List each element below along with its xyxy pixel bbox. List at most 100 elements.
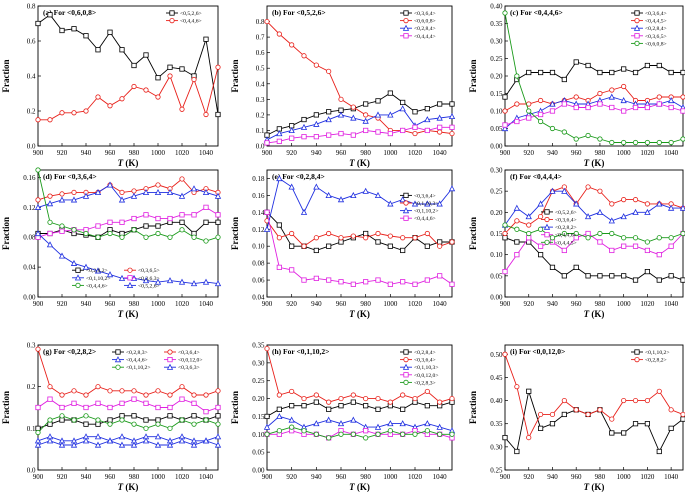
x-axis-label-symbol: T <box>118 482 124 492</box>
x-axis-label-unit: (K) <box>355 158 370 168</box>
y-tick-label: 0.0 <box>256 143 265 151</box>
legend-entry: <0,4,4,6> <box>400 215 436 222</box>
x-axis-label: T (K) <box>118 482 139 492</box>
legend-label: <0,6,0,8> <box>645 41 667 47</box>
data-point <box>502 230 508 237</box>
y-tick-label: 0.12 <box>252 226 265 234</box>
legend-entry: <0,4,4,5> <box>631 17 667 25</box>
data-point <box>400 99 406 106</box>
series-line <box>37 14 219 115</box>
x-tick-label: 920 <box>523 149 534 157</box>
data-point <box>83 392 89 398</box>
y-axis-label: Fraction <box>468 60 478 93</box>
data-point <box>597 69 603 76</box>
data-point <box>680 416 685 422</box>
panel-title: (i) For <0,0,12,0> <box>510 347 565 356</box>
data-point <box>95 47 101 53</box>
x-axis-label-symbol: T <box>584 482 590 492</box>
data-point <box>632 69 639 76</box>
x-tick-label: 1020 <box>640 473 655 481</box>
legend-entry: <0,3,6,4> <box>400 192 436 199</box>
data-point <box>47 12 53 18</box>
series-line <box>266 212 453 285</box>
legend-entry: <0,1,10,2> <box>400 207 439 215</box>
data-point <box>411 200 419 207</box>
data-point <box>34 230 42 237</box>
data-point <box>400 392 406 398</box>
data-point <box>597 136 603 142</box>
legend-label: <0,3,6,4> <box>414 193 436 199</box>
x-tick-label: 960 <box>571 300 582 308</box>
data-point <box>190 441 198 448</box>
data-point <box>656 94 662 100</box>
data-point <box>363 403 369 409</box>
data-point <box>609 430 615 436</box>
y-tick-label: 0.6 <box>27 38 36 46</box>
data-point <box>375 230 381 237</box>
data-point <box>501 125 509 132</box>
legend-entry: <0,2,8,4> <box>400 349 436 356</box>
data-point <box>47 421 53 427</box>
x-axis-label: T (K) <box>584 309 605 319</box>
plot-frame <box>37 5 219 147</box>
y-tick-label: 0.20 <box>252 395 265 403</box>
data-point <box>289 135 295 141</box>
data-point <box>387 281 393 287</box>
legend-marker <box>74 274 82 281</box>
data-point <box>537 200 544 207</box>
data-point <box>680 411 685 418</box>
data-point <box>35 404 41 411</box>
series-3 <box>34 433 222 444</box>
x-tick-label: 1020 <box>175 473 190 481</box>
data-point <box>130 441 138 448</box>
x-tick-label: 900 <box>500 300 511 308</box>
legend-marker <box>634 349 640 355</box>
data-point <box>449 395 455 402</box>
data-point <box>71 417 77 423</box>
data-point <box>203 417 209 423</box>
data-point <box>668 69 674 76</box>
data-point <box>35 117 41 123</box>
legend-marker <box>127 275 133 281</box>
data-point <box>585 184 591 190</box>
data-point <box>502 94 508 100</box>
data-point <box>59 404 65 411</box>
x-tick-label: 960 <box>105 149 116 157</box>
legend-marker <box>634 10 640 16</box>
data-point <box>538 252 544 258</box>
x-tick-label: 920 <box>57 300 68 308</box>
x-tick-label: 1000 <box>383 473 398 481</box>
data-point <box>585 104 591 111</box>
data-point <box>400 431 406 437</box>
data-point <box>154 188 162 196</box>
data-point <box>449 239 455 245</box>
data-point <box>644 62 651 69</box>
data-point <box>47 384 53 390</box>
data-point <box>561 76 567 83</box>
y-tick-label: 0.10 <box>490 108 503 116</box>
data-point <box>94 441 102 448</box>
data-point <box>214 441 222 448</box>
data-point <box>656 277 662 283</box>
data-point <box>301 277 307 283</box>
legend-marker <box>403 200 409 206</box>
x-tick-label: 1040 <box>664 300 679 308</box>
data-point <box>59 191 65 197</box>
x-tick-label: 900 <box>262 473 273 481</box>
series-1 <box>502 59 685 100</box>
y-tick-label: 0.05 <box>490 272 503 280</box>
data-point <box>59 223 65 229</box>
y-axis-label: Fraction <box>468 391 478 424</box>
data-point <box>621 235 627 241</box>
y-tick-label: 0.10 <box>490 251 503 259</box>
data-point <box>573 136 579 142</box>
y-axis-label: Fraction <box>1 60 11 93</box>
data-point <box>363 279 369 285</box>
legend-label: <0,3,6,4> <box>178 350 200 356</box>
data-point <box>573 200 580 207</box>
data-point <box>131 227 137 233</box>
data-point <box>449 431 455 437</box>
x-tick-label: 940 <box>311 149 322 157</box>
data-point <box>526 115 532 121</box>
data-point <box>502 434 508 441</box>
